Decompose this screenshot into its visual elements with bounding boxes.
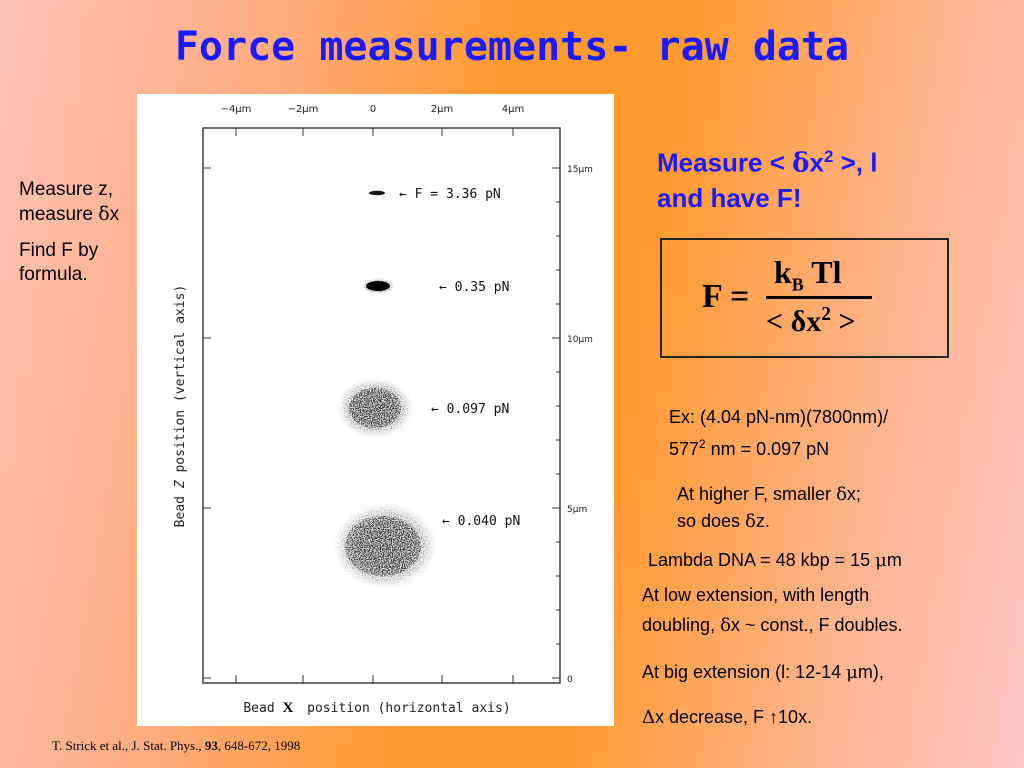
right-tick-label: 0 <box>567 675 573 685</box>
x-axis-label: Bead X position (horizontal axis) <box>243 700 510 716</box>
cloud-label: ← 0.097 pN <box>431 402 509 417</box>
example-line-1: Ex: (4.04 pN-nm)(7800nm)/ <box>669 407 889 427</box>
top-tick-label: −4μm <box>221 104 252 115</box>
delta-symbol: δ <box>745 511 756 532</box>
bead-cloud-0-35: ← 0.35 pN <box>361 278 509 295</box>
higher-line2-suffix: z. <box>755 511 770 531</box>
formula-lhs: F = <box>702 278 750 315</box>
example-rest: nm = 0.097 pN <box>705 439 830 459</box>
left-axis-ticks <box>203 167 211 679</box>
bottom-axis-ticks <box>235 675 514 683</box>
up-arrow-icon: ↑ <box>769 707 779 727</box>
find-line-2: formula. <box>19 264 88 285</box>
higher-line1-suffix: x; <box>846 484 861 504</box>
citation-suffix: , 648-672, 1998 <box>217 738 301 753</box>
example-num: 577 <box>669 439 700 459</box>
y-axis-label: Bead Z position (vertical axis) <box>173 285 188 528</box>
right-tick-label: 15μm <box>567 165 593 175</box>
measure-head-var: x <box>809 147 824 178</box>
higher-line2-prefix: so does <box>677 511 746 531</box>
delta-x-note: Δx decrease, F ↑10x. <box>642 704 1022 731</box>
bead-cloud-0-097: ← 0.097 pN <box>337 378 509 438</box>
right-axis: 15μm 10μm 5μm 0 <box>552 165 593 685</box>
measure-heading: Measure < δx2 >, l and have F! <box>657 140 987 215</box>
find-line-1: Find F by <box>19 240 99 261</box>
formula-numerator: kB Tl <box>774 254 842 295</box>
citation-prefix: T. Strick et al., J. Stat. Phys., <box>52 738 205 753</box>
low-extension-note: At low extension, with length doubling, … <box>642 580 1022 641</box>
measure-dx-prefix: measure <box>19 204 99 225</box>
measure-z-text: Measure z, <box>19 179 113 200</box>
find-note: Find F by formula. <box>19 239 179 287</box>
delta-symbol: δ <box>720 615 731 636</box>
lambda-prefix: Lambda DNA = 48 kbp = 15 <box>648 550 876 570</box>
formula-denominator: < δx2 > <box>766 304 856 338</box>
lambda-dna-note: Lambda DNA = 48 kbp = 15 μm <box>648 547 1018 574</box>
higher-force-note: At higher F, smaller δx; so does δz. <box>677 481 997 535</box>
low-line2-suffix: x ~ const., F doubles. <box>730 615 903 635</box>
low-line-1: At low extension, with length <box>642 585 870 605</box>
lambda-suffix: m <box>886 550 902 570</box>
big-extension-note: At big extension (l: 12-14 μm), <box>642 658 1022 687</box>
example-calculation: Ex: (4.04 pN-nm)(7800nm)/ 5772 nm = 0.09… <box>669 403 999 463</box>
cloud-label: ← F = 3.36 pN <box>399 187 501 202</box>
measure-head-prefix: Measure < <box>657 147 793 178</box>
measure-head-line2: and have F! <box>657 182 802 213</box>
delta-symbol: δ <box>792 148 810 179</box>
delta-line-suffix: 10x. <box>778 707 813 727</box>
citation: T. Strick et al., J. Stat. Phys., 93, 64… <box>52 738 300 754</box>
left-notes: Measure z, measure δx Find F by formula. <box>19 178 179 299</box>
top-axis: −4μm −2μm 0 2μm 4μm <box>221 104 524 136</box>
right-tick-label: 5μm <box>567 505 587 515</box>
measure-head-suffix: >, l <box>833 147 878 178</box>
raw-data-figure: −4μm −2μm 0 2μm 4μm <box>137 94 614 726</box>
mu-symbol: μ <box>875 550 887 571</box>
measure-dx-suffix: x <box>109 204 120 225</box>
bead-cloud-0-040: ← 0.040 pN <box>333 503 520 589</box>
bead-cloud-3-36: ← F = 3.36 pN <box>369 187 501 202</box>
fraction-bar <box>766 296 872 299</box>
right-tick-label: 10μm <box>567 335 593 345</box>
mu-symbol: μ <box>846 662 858 683</box>
figure-canvas: −4μm −2μm 0 2μm 4μm <box>173 104 593 716</box>
low-line2-prefix: doubling, <box>642 615 721 635</box>
top-tick-label: 2μm <box>431 104 453 115</box>
measure-head-sup: 2 <box>823 147 834 166</box>
example-sup: 2 <box>699 438 706 451</box>
delta-symbol: δ <box>836 484 847 505</box>
measure-note: Measure z, measure δx <box>19 178 179 227</box>
capital-delta-symbol: Δ <box>642 707 655 728</box>
delta-symbol: δ <box>98 203 110 225</box>
top-tick-label: −2μm <box>288 104 319 115</box>
top-tick-label: 0 <box>370 104 376 115</box>
cloud-label: ← 0.35 pN <box>439 280 509 295</box>
higher-line1-prefix: At higher F, smaller <box>677 484 837 504</box>
big-prefix: At big extension (l: 12-14 <box>642 662 847 682</box>
slide-title: Force measurements- raw data <box>174 24 850 70</box>
cloud-label: ← 0.040 pN <box>442 514 520 529</box>
top-tick-label: 4μm <box>502 104 524 115</box>
force-formula-box: F = kB Tl < δx2 > <box>660 238 949 358</box>
delta-line-text: x decrease, F <box>655 707 770 727</box>
big-suffix: m), <box>857 662 884 682</box>
citation-volume: 93 <box>204 738 218 753</box>
